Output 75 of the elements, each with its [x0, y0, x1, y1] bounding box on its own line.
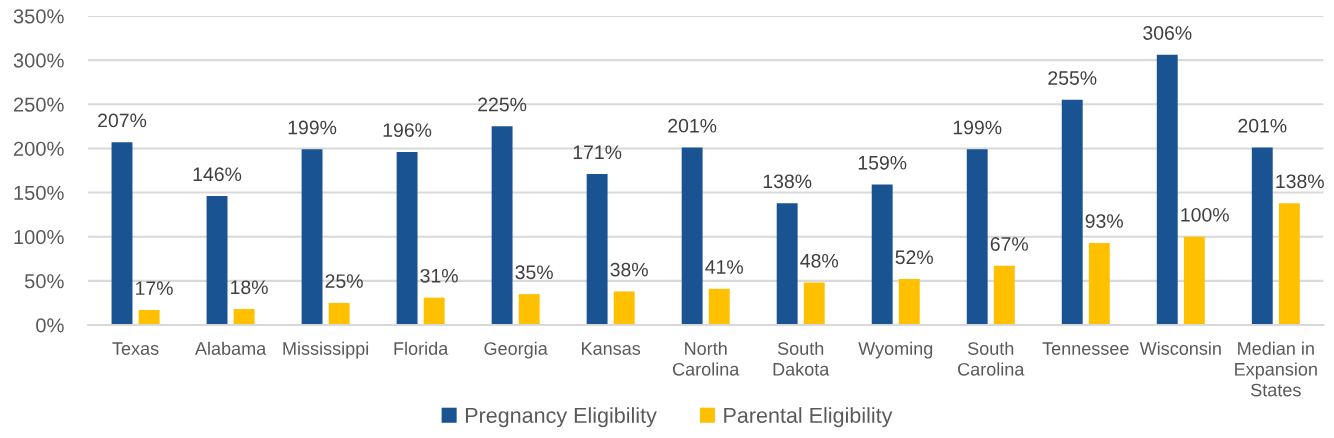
bar	[1088, 242, 1110, 325]
bar	[138, 309, 160, 325]
data-label: 35%	[515, 265, 553, 280]
bar	[803, 282, 825, 325]
y-tick-label: 50%	[24, 274, 64, 289]
data-label: 138%	[763, 174, 812, 189]
data-label: 199%	[288, 120, 337, 135]
bar	[518, 294, 540, 325]
data-label: 306%	[1143, 26, 1192, 40]
x-tick-label: Georgia	[484, 341, 548, 359]
x-tick-label: Kansas	[582, 342, 641, 355]
data-label: 138%	[1276, 174, 1324, 189]
x-tick-label: Tennessee	[1042, 342, 1129, 355]
y-tick-label: 250%	[13, 97, 64, 112]
x-tick-label: Median in Expansion States	[1235, 341, 1317, 397]
data-label: 41%	[705, 260, 743, 274]
bar	[613, 291, 635, 325]
bar	[966, 149, 988, 325]
bar	[1278, 203, 1300, 325]
x-tick-label: Wisconsin	[1139, 341, 1221, 355]
bar	[1183, 236, 1205, 325]
data-label: 17%	[136, 281, 173, 295]
bar	[1251, 147, 1273, 325]
y-tick-label: 100%	[14, 229, 64, 245]
legend-label: Parental Eligibility	[724, 407, 893, 428]
data-label: 201%	[1238, 118, 1287, 133]
data-label: 100%	[1181, 207, 1229, 222]
bar	[993, 265, 1015, 325]
data-label: 225%	[478, 97, 527, 112]
data-label: 171%	[573, 145, 622, 159]
data-label: 207%	[98, 113, 147, 128]
y-tick-label: 350%	[13, 9, 64, 24]
data-label: 38%	[610, 262, 648, 277]
y-tick-label: 0%	[36, 318, 64, 333]
data-label: 18%	[231, 280, 268, 295]
bar	[898, 279, 920, 325]
bar	[491, 126, 513, 325]
x-tick-label: Texas	[112, 342, 159, 355]
x-tick-label: Alabama	[194, 341, 267, 355]
bar	[586, 174, 608, 325]
x-tick-label: North Carolina	[672, 341, 740, 376]
bar	[871, 184, 893, 325]
legend-label: Pregnancy Eligibility	[465, 407, 657, 428]
data-label: 67%	[990, 237, 1028, 251]
data-label: 196%	[383, 123, 432, 137]
data-label: 93%	[1085, 214, 1123, 228]
bar	[681, 147, 703, 325]
y-tick-label: 300%	[13, 53, 64, 68]
bar	[233, 309, 255, 325]
x-tick-label: Florida	[394, 341, 449, 355]
data-label: 159%	[858, 155, 907, 170]
x-tick-label: South Dakota	[773, 341, 830, 376]
data-label: 52%	[895, 250, 933, 265]
bar	[708, 288, 730, 325]
y-tick-label: 150%	[14, 185, 64, 201]
bar	[423, 297, 445, 325]
data-label: 201%	[668, 118, 717, 133]
data-label: 255%	[1048, 71, 1097, 85]
x-tick-label: South Carolina	[958, 341, 1025, 376]
y-tick-label: 200%	[13, 141, 64, 156]
bar	[776, 203, 798, 325]
bar	[301, 149, 323, 325]
data-label: 31%	[420, 268, 458, 283]
data-label: 146%	[193, 167, 242, 182]
bar	[1156, 54, 1178, 325]
bar	[206, 196, 228, 325]
bar	[396, 151, 418, 325]
data-label: 48%	[800, 253, 839, 268]
bar	[1061, 99, 1083, 325]
x-tick-label: Mississippi	[283, 341, 369, 359]
data-label: 25%	[325, 274, 363, 288]
bar	[328, 302, 350, 325]
bar	[111, 142, 133, 325]
x-tick-label: Wyoming	[858, 341, 933, 359]
data-label: 199%	[953, 120, 1002, 135]
